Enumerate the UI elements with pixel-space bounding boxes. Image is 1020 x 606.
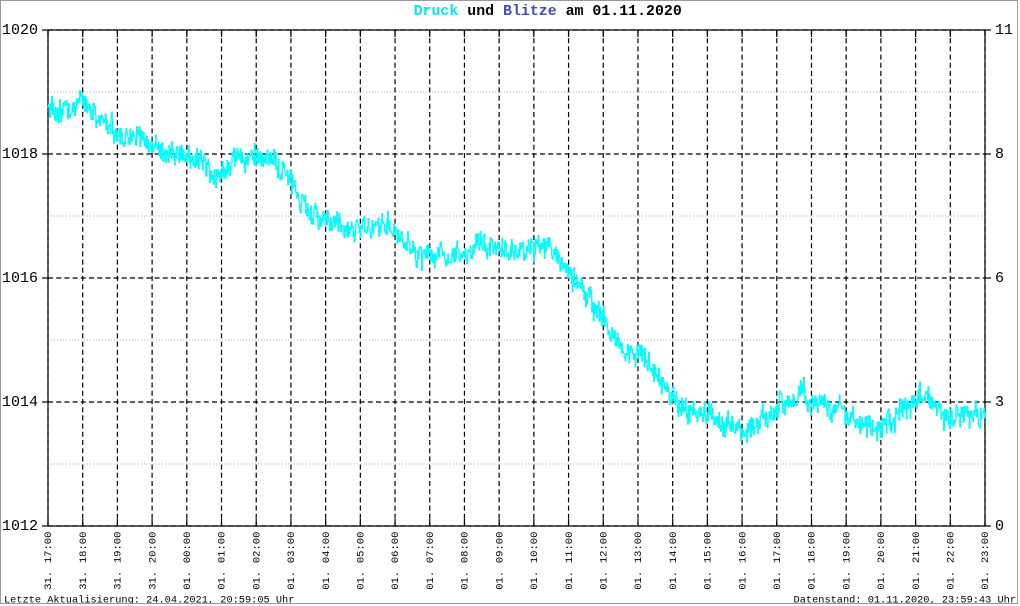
svg-text:20:00: 20:00 [876,532,888,564]
svg-text:20:00: 20:00 [147,532,159,564]
svg-text:03:00: 03:00 [286,532,298,564]
svg-text:17:00: 17:00 [43,532,55,564]
svg-text:01.: 01. [668,571,680,590]
svg-text:01:00: 01:00 [217,532,229,564]
svg-text:0: 0 [995,518,1004,535]
svg-text:19:00: 19:00 [113,532,125,564]
svg-text:01.: 01. [390,571,402,590]
svg-text:1018: 1018 [2,146,38,163]
svg-text:3: 3 [995,394,1004,411]
svg-text:13:00: 13:00 [633,532,645,564]
svg-text:11: 11 [995,22,1013,39]
svg-text:01.: 01. [529,571,541,590]
svg-text:17:00: 17:00 [772,532,784,564]
svg-text:am 01.11.2020: am 01.11.2020 [557,4,682,20]
svg-text:01.: 01. [703,571,715,590]
svg-text:31.: 31. [113,571,125,590]
svg-text:6: 6 [995,270,1004,287]
svg-text:01.: 01. [356,571,368,590]
svg-text:01.: 01. [598,571,610,590]
svg-text:11:00: 11:00 [564,532,576,564]
svg-text:01.: 01. [772,571,784,590]
svg-text:01.: 01. [494,571,506,590]
svg-text:18:00: 18:00 [807,532,819,564]
svg-text:01.: 01. [945,571,957,590]
svg-text:09:00: 09:00 [494,532,506,564]
svg-text:1014: 1014 [2,394,38,411]
svg-text:01.: 01. [841,571,853,590]
svg-text:06:00: 06:00 [390,532,402,564]
svg-text:01.: 01. [251,571,263,590]
svg-text:19:00: 19:00 [841,532,853,564]
svg-text:05:00: 05:00 [356,532,368,564]
svg-text:31.: 31. [78,571,90,590]
svg-text:08:00: 08:00 [460,532,472,564]
svg-text:15:00: 15:00 [703,532,715,564]
svg-text:10:00: 10:00 [529,532,541,564]
svg-text:1020: 1020 [2,22,38,39]
svg-text:01.: 01. [807,571,819,590]
svg-text:01.: 01. [633,571,645,590]
svg-text:00:00: 00:00 [182,532,194,564]
svg-text:02:00: 02:00 [251,532,263,564]
svg-text:Druck: Druck [414,4,459,20]
svg-text:01.: 01. [217,571,229,590]
svg-text:31.: 31. [147,571,159,590]
svg-text:01.: 01. [321,571,333,590]
svg-text:Datenstand: 01.11.2020, 23:59:: Datenstand: 01.11.2020, 23:59:43 Uhr [794,595,1016,605]
svg-text:07:00: 07:00 [425,532,437,564]
svg-text:01.: 01. [286,571,298,590]
svg-text:01.: 01. [737,571,749,590]
svg-text:1012: 1012 [2,518,38,535]
svg-text:1016: 1016 [2,270,38,287]
svg-text:01.: 01. [425,571,437,590]
svg-text:01.: 01. [182,571,194,590]
svg-text:01.: 01. [564,571,576,590]
svg-text:und: und [458,4,503,20]
svg-text:Blitze: Blitze [503,4,557,20]
svg-text:01.: 01. [911,571,923,590]
svg-text:23:00: 23:00 [980,532,992,564]
svg-text:04:00: 04:00 [321,532,333,564]
svg-text:14:00: 14:00 [668,532,680,564]
svg-text:8: 8 [995,146,1004,163]
svg-text:Letzte Aktualisierung: 24.04.2: Letzte Aktualisierung: 24.04.2021, 20:59… [4,595,294,605]
svg-text:12:00: 12:00 [598,532,610,564]
svg-text:22:00: 22:00 [945,532,957,564]
svg-text:16:00: 16:00 [737,532,749,564]
svg-text:21:00: 21:00 [911,532,923,564]
svg-text:01.: 01. [460,571,472,590]
svg-text:18:00: 18:00 [78,532,90,564]
svg-text:01.: 01. [980,571,992,590]
svg-text:31.: 31. [43,571,55,590]
svg-text:01.: 01. [876,571,888,590]
